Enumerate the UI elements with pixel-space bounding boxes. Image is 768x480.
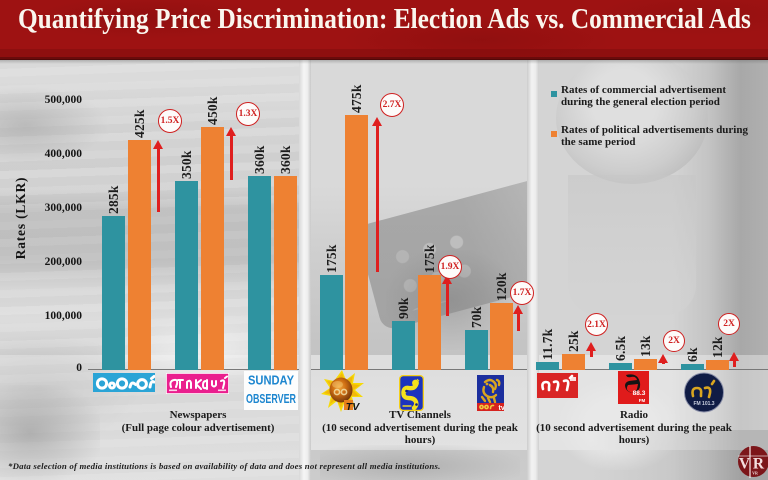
svg-text:88.3: 88.3 xyxy=(633,390,646,397)
svg-text:OBSERVER: OBSERVER xyxy=(246,392,296,406)
svg-text:tv: tv xyxy=(499,405,505,411)
svg-text:R: R xyxy=(753,456,765,473)
svg-text:FM 101.3: FM 101.3 xyxy=(693,401,714,407)
svg-text:SUNDAY: SUNDAY xyxy=(248,374,295,388)
svg-text:FM: FM xyxy=(639,398,646,403)
svg-text:V: V xyxy=(739,456,751,473)
svg-text:VR: VR xyxy=(752,471,758,476)
svg-text:TV: TV xyxy=(346,401,360,413)
